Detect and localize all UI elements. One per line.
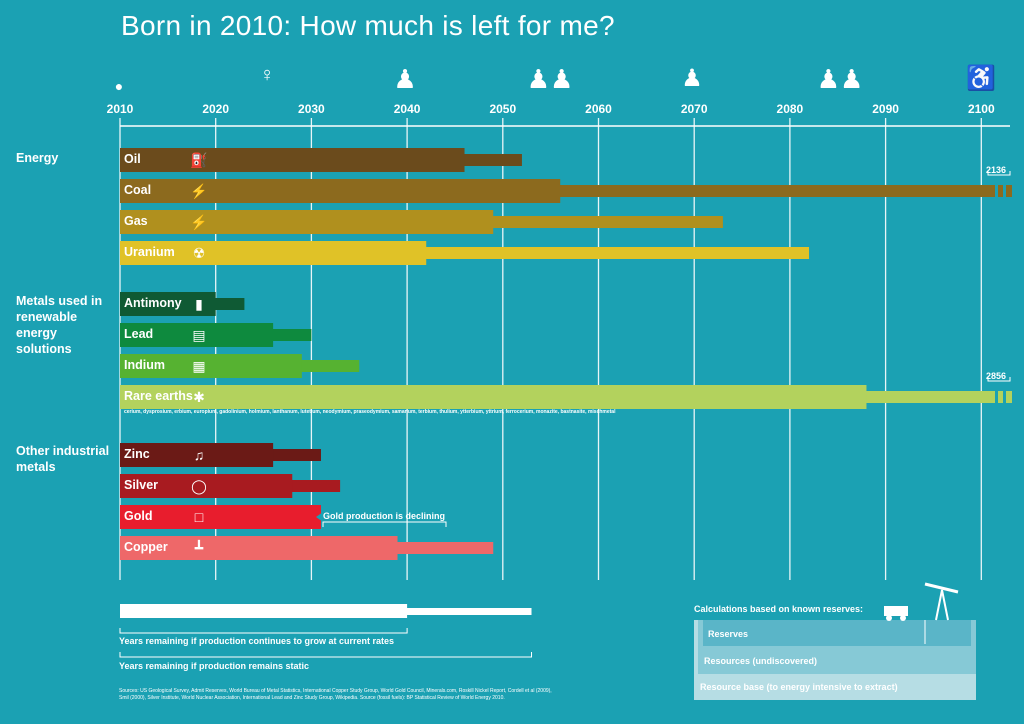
bar-growth-gas: [120, 210, 494, 234]
oil-derrick-beam-icon: [924, 582, 959, 594]
end-bracket-rare-earths: [987, 377, 1011, 382]
row-label-lead: Lead: [124, 327, 154, 341]
x-tick-label-2100: 2100: [967, 102, 995, 116]
mining-truck-wheel-2-icon: [900, 615, 906, 621]
wind-turbine-icon: ✱: [193, 389, 205, 405]
solar-panel-icon: ▦: [192, 358, 206, 374]
family-icon: ♟♟: [526, 64, 574, 94]
row-label-rare-earths: Rare earths: [124, 389, 193, 403]
bar-growth-silver: [120, 474, 293, 498]
child-icon: ♀: [259, 64, 275, 86]
gold-annotation: Gold production is declining: [323, 511, 445, 521]
group-label-energy: Energy: [16, 151, 59, 165]
bar-growth-oil: [120, 148, 465, 172]
pipe-valve-icon: ┻: [194, 540, 204, 556]
bar-growth-indium: [120, 354, 302, 378]
group-label-industrial-metals: Other industrial metals: [16, 444, 110, 474]
row-label-indium: Indium: [124, 358, 165, 372]
reserves-label: Reserves: [708, 629, 749, 639]
mother-child-icon: ♟: [393, 64, 417, 94]
lightning-icon: ⚡: [190, 183, 208, 199]
bar-growth-antimony: [120, 292, 216, 316]
rare-earths-end-label: 2856: [986, 371, 1007, 381]
x-tick-label-2020: 2020: [202, 102, 230, 116]
row-label-copper: Copper: [124, 540, 168, 554]
reserves-box: [703, 620, 971, 646]
x-tick-label-2060: 2060: [585, 102, 612, 116]
x-tick-label-2070: 2070: [680, 102, 708, 116]
car-battery-icon: ▤: [192, 327, 206, 343]
row-label-gold: Gold: [124, 509, 153, 523]
break-mark-2-coal: [1003, 185, 1006, 197]
lightning-icon: ⚡: [190, 214, 208, 230]
wheelchair-icon: ♿: [966, 65, 996, 92]
legend-static-bar: [120, 608, 532, 615]
baby-icon: ●: [114, 78, 124, 94]
legend-growth-text: Years remaining if production continues …: [119, 636, 395, 646]
break-mark-2-rare-earths: [1003, 391, 1006, 403]
sources-text: Sources: US Geological Survey, Admit Res…: [119, 688, 552, 701]
x-tick-label-2080: 2080: [776, 102, 804, 116]
page-title: Born in 2010: How much is left for me?: [121, 10, 615, 41]
legend-static-text: Years remaining if production remains st…: [119, 661, 310, 671]
x-tick-label-2010: 2010: [106, 102, 134, 116]
row-label-silver: Silver: [124, 478, 159, 492]
break-mark-rare-earths: [995, 391, 998, 403]
break-mark-coal: [995, 185, 998, 197]
bar-growth-coal: [120, 179, 561, 203]
x-tick-label-2040: 2040: [393, 102, 421, 116]
x-tick-label-2030: 2030: [298, 102, 325, 116]
bar-growth-gold: [120, 505, 321, 529]
calc-title: Calculations based on known reserves:: [694, 604, 864, 614]
x-tick-label-2050: 2050: [489, 102, 517, 116]
legend-growth-bracket: [119, 628, 408, 634]
row-label-gas: Gas: [124, 214, 148, 228]
bar-growth-uranium: [120, 241, 427, 265]
row-label-oil: Oil: [124, 152, 141, 166]
x-tick-label-2090: 2090: [872, 102, 899, 116]
phone-icon: □: [194, 509, 204, 525]
bar-growth-lead: [120, 323, 274, 347]
bar-growth-zinc: [120, 443, 274, 467]
resource-base-label: Resource base (to energy intensive to ex…: [700, 682, 898, 692]
row-label-zinc: Zinc: [124, 447, 150, 461]
row-label-uranium: Uranium: [124, 245, 175, 259]
gold-decline-notch: [316, 512, 323, 522]
row-label-antimony: Antimony: [124, 296, 182, 310]
mining-truck-wheel-icon: [886, 615, 892, 621]
rare-earths-note: cerium, dysprosium, erbium, europium, ga…: [124, 409, 616, 415]
end-bracket-coal: [987, 171, 1011, 176]
resources-label: Resources (undiscovered): [704, 656, 818, 666]
gold-annotation-bracket: [322, 521, 447, 527]
elderly-couple-icon: ♟♟: [816, 64, 864, 94]
bar-growth-rare-earths: [120, 385, 867, 409]
ring-icon: ◯: [191, 478, 207, 494]
fuel-pump-icon: ⛽: [190, 152, 208, 168]
oil-derrick-icon: [935, 589, 949, 621]
radiation-icon: ☢: [192, 245, 206, 261]
coal-end-label: 2136: [986, 165, 1007, 175]
battery-icon: ▮: [195, 296, 203, 312]
row-label-coal: Coal: [124, 183, 152, 197]
bar-growth-copper: [120, 536, 398, 560]
legend-static-bracket: [119, 652, 533, 658]
mining-truck-icon: [884, 606, 908, 616]
group-label-metals-renewable: Metals used in renewable energy solution…: [16, 294, 103, 356]
saxophone-icon: ♫: [193, 447, 205, 463]
elderly-icon: ♟: [681, 65, 703, 92]
